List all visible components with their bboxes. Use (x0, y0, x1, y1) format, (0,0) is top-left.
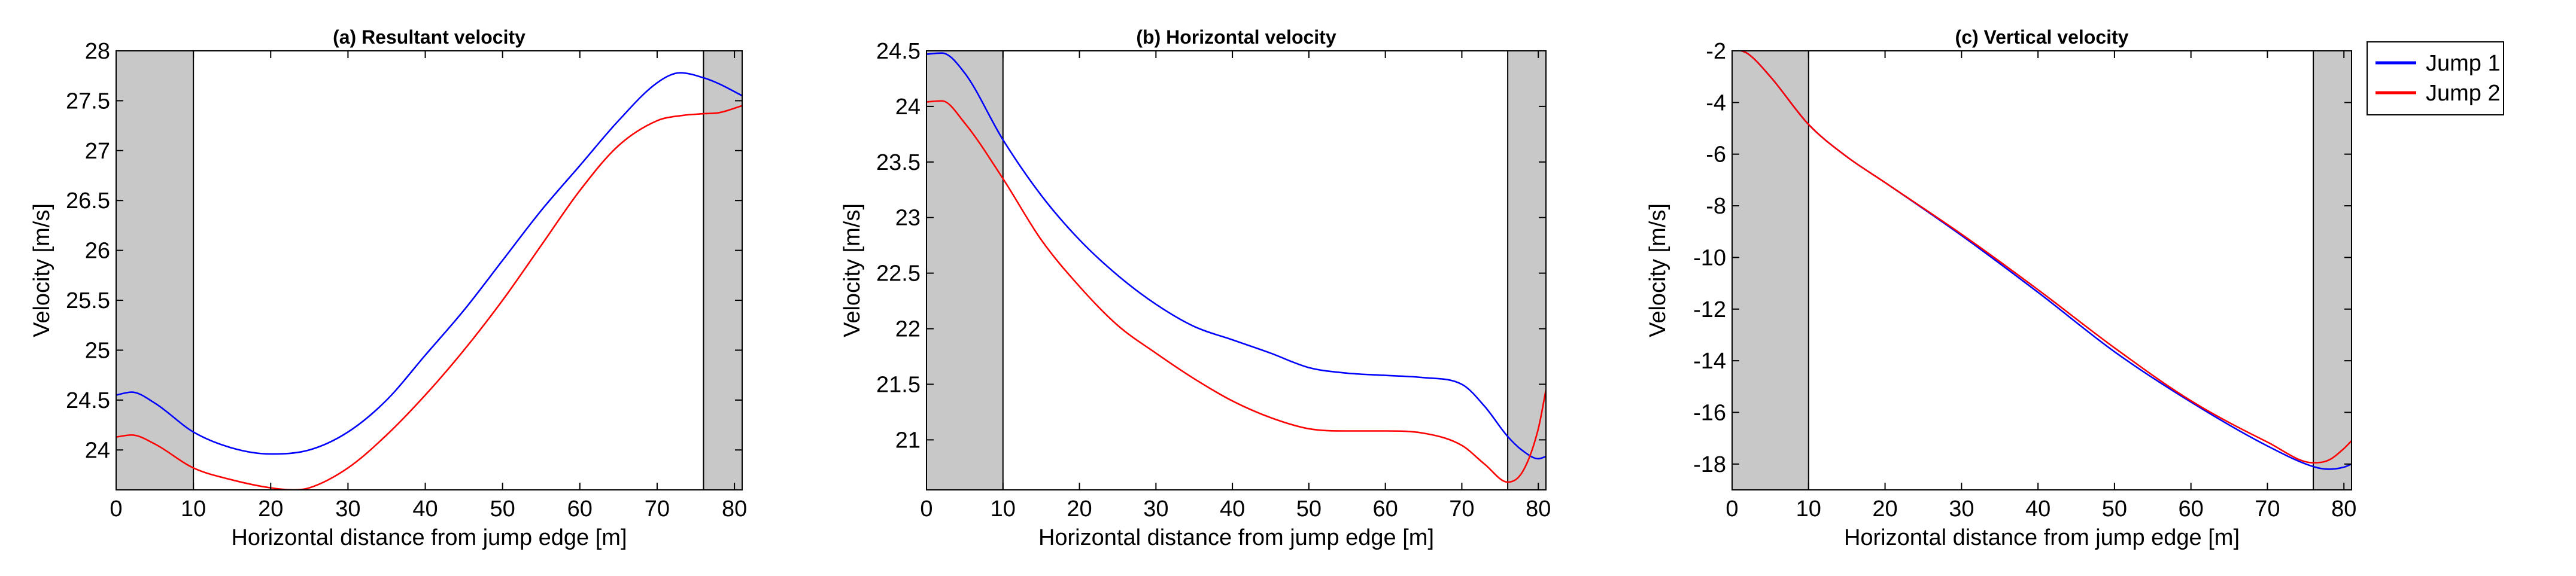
x-tick-label: 40 (1220, 496, 1245, 522)
y-tick-label: -12 (1693, 297, 1726, 322)
shaded-region (2313, 51, 2352, 490)
y-axis-label: Velocity [m/s] (29, 203, 54, 337)
y-axis-label: Velocity [m/s] (1645, 203, 1670, 337)
x-tick-label: 20 (1872, 496, 1897, 522)
x-axis-label: Horizontal distance from jump edge [m] (231, 525, 627, 550)
y-tick-label: 24 (85, 438, 110, 463)
x-tick-label: 30 (1949, 496, 1974, 522)
x-tick-label: 30 (1143, 496, 1168, 522)
legend: Jump 1 Jump 2 (2367, 41, 2504, 115)
shaded-region (703, 51, 742, 490)
y-tick-label: 27 (85, 139, 110, 164)
x-tick-label: 50 (1296, 496, 1322, 522)
series-line-jump-2 (1737, 51, 2352, 464)
x-tick-label: 70 (645, 496, 670, 522)
axes-box (116, 50, 743, 490)
x-axis-label: Horizontal distance from jump edge [m] (1038, 525, 1434, 550)
x-tick-label: 10 (991, 496, 1016, 522)
plot-area (926, 51, 1546, 490)
y-tick-label: -18 (1693, 452, 1726, 477)
series-line-jump-1 (116, 72, 742, 455)
legend-label-2: Jump 2 (2426, 81, 2501, 106)
x-tick-label: 10 (1796, 496, 1821, 522)
y-tick-label: 26.5 (66, 188, 110, 214)
y-tick-label: 26 (85, 239, 110, 264)
x-tick-label: 50 (490, 496, 515, 522)
x-tick-label: 20 (258, 496, 283, 522)
y-tick-label: 22.5 (876, 261, 921, 287)
y-tick-label: 21.5 (876, 372, 921, 397)
y-tick-label: 24 (895, 95, 921, 120)
plot-area (116, 51, 742, 490)
x-tick-label: 60 (567, 496, 593, 522)
axes-box (926, 50, 1547, 490)
y-tick-label: 24.5 (66, 388, 110, 413)
y-tick-label: -14 (1693, 349, 1726, 374)
shaded-region (926, 51, 1003, 490)
x-tick-label: 70 (1449, 496, 1474, 522)
y-tick-label: 22 (895, 317, 921, 342)
y-tick-label: 25 (85, 338, 110, 363)
series-line-jump-2 (116, 105, 742, 490)
chart-title: (c) Vertical velocity (1955, 26, 2129, 48)
x-tick-label: 20 (1067, 496, 1092, 522)
x-tick-label: 40 (412, 496, 438, 522)
y-tick-label: 23.5 (876, 150, 921, 175)
x-tick-label: 30 (335, 496, 360, 522)
x-tick-label: 40 (2025, 496, 2051, 522)
x-tick-label: 70 (2255, 496, 2280, 522)
y-axis-label: Velocity [m/s] (840, 203, 865, 337)
y-tick-label: 25.5 (66, 288, 110, 313)
y-tick-label: -2 (1706, 39, 1726, 64)
x-tick-label: 0 (110, 496, 122, 522)
chart-title: (a) Resultant velocity (333, 26, 525, 48)
y-tick-label: 23 (895, 206, 921, 231)
y-tick-label: -4 (1706, 90, 1726, 115)
chart-panel-1: 0 10 20 30 40 50 60 70 80 24 24.5 25 25.5 26 26.5 27 27.… (29, 26, 747, 550)
shaded-region (1508, 51, 1546, 490)
series-line-jump-1 (926, 52, 1546, 460)
x-axis-label: Horizontal distance from jump edge [m] (1844, 525, 2240, 550)
y-tick-label: -8 (1706, 194, 1726, 219)
y-tick-label: 27.5 (66, 89, 110, 114)
y-tick-label: -10 (1693, 245, 1726, 270)
x-tick-label: 50 (2102, 496, 2127, 522)
chart-title: (b) Horizontal velocity (1136, 26, 1336, 48)
legend-box (2367, 41, 2504, 115)
axes-box (1731, 50, 2352, 490)
x-tick-label: 60 (1373, 496, 1398, 522)
y-tick-label: 24.5 (876, 39, 921, 64)
x-tick-label: 10 (181, 496, 206, 522)
series-line-jump-2 (926, 100, 1546, 483)
chart-panel-3: 0 10 20 30 40 50 60 70 80 -2 -4 -6 -8 -10 -12 -14 -16 -18… (1645, 26, 2356, 550)
chart-panel-2: 0 10 20 30 40 50 60 70 80 21 21.5 22 22.5 23 23.5 24 24.… (840, 26, 1551, 550)
x-tick-label: 80 (722, 496, 747, 522)
shaded-region (116, 51, 194, 490)
shaded-region (1732, 51, 1809, 490)
x-tick-label: 80 (2331, 496, 2356, 522)
x-tick-label: 80 (1526, 496, 1551, 522)
y-tick-label: 28 (85, 39, 110, 64)
x-tick-label: 0 (920, 496, 932, 522)
y-tick-label: 21 (895, 428, 921, 453)
x-tick-label: 0 (1726, 496, 1738, 522)
legend-label-1: Jump 1 (2426, 51, 2501, 76)
y-tick-label: -16 (1693, 400, 1726, 425)
y-tick-label: -6 (1706, 142, 1726, 167)
plot-area (1732, 51, 2352, 490)
x-tick-label: 60 (2179, 496, 2204, 522)
